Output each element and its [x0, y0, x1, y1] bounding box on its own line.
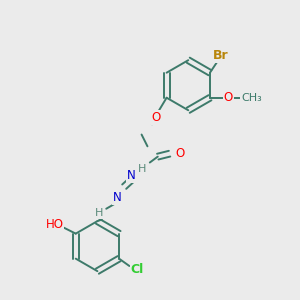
Text: H: H	[95, 208, 104, 218]
Text: N: N	[127, 169, 136, 182]
Text: O: O	[152, 111, 161, 124]
Text: CH₃: CH₃	[242, 93, 262, 103]
Text: H: H	[138, 164, 146, 174]
Text: O: O	[224, 91, 233, 104]
Text: O: O	[175, 147, 184, 160]
Text: Cl: Cl	[131, 263, 144, 276]
Text: Br: Br	[213, 49, 229, 62]
Text: HO: HO	[46, 218, 64, 231]
Text: N: N	[113, 191, 122, 204]
